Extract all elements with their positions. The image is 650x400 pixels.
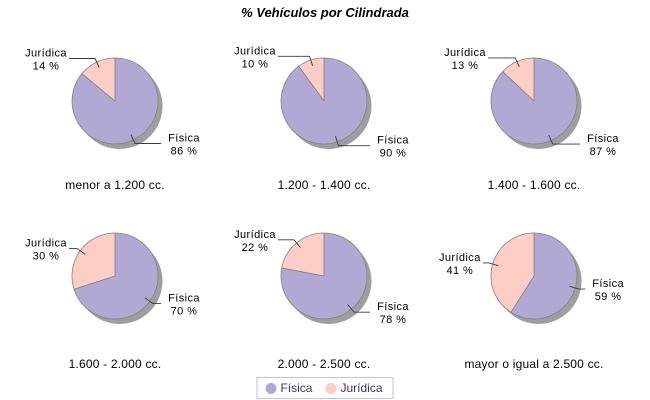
leader-line xyxy=(144,297,161,305)
slice-label: Jurídica xyxy=(25,237,67,249)
leader-line xyxy=(488,57,520,68)
slice-label: Física xyxy=(592,278,624,290)
slice-value: 59 % xyxy=(595,291,622,303)
slice-label: Jurídica xyxy=(234,229,276,241)
leader-line xyxy=(569,285,586,290)
slice-value: 22 % xyxy=(242,242,269,254)
fisica-swatch-icon xyxy=(265,382,277,394)
slice-value: 86 % xyxy=(171,146,198,158)
slice-label: Jurídica xyxy=(439,252,481,264)
slice-label: Física xyxy=(168,133,200,145)
legend-label: Jurídica xyxy=(340,381,383,395)
leader-line xyxy=(482,262,499,267)
slice-value: 30 % xyxy=(33,250,60,262)
slice-label: Jurídica xyxy=(444,47,486,59)
slice-value: 78 % xyxy=(380,314,407,326)
slice-label: Física xyxy=(377,301,409,313)
slice-value: 87 % xyxy=(590,146,617,158)
pie-caption: 1.200 - 1.400 cc. xyxy=(277,178,371,192)
pie-caption: 1.600 - 2.000 cc. xyxy=(68,357,162,371)
leader-line xyxy=(278,239,301,248)
slice-value: 10 % xyxy=(242,58,269,70)
leader-line xyxy=(130,134,161,144)
slice-label: Física xyxy=(377,135,409,147)
slice-label: Jurídica xyxy=(25,48,67,60)
slice-value: 41 % xyxy=(447,265,474,277)
slice-value: 70 % xyxy=(171,306,198,318)
chart-title: % Vehículos por Cilindrada xyxy=(241,5,409,20)
leader-line xyxy=(347,304,370,313)
slice-value: 13 % xyxy=(452,60,479,72)
juridica-swatch-icon xyxy=(325,382,337,394)
leader-line xyxy=(278,55,314,66)
slice-label: Física xyxy=(587,133,619,145)
leader-line xyxy=(69,58,100,68)
pie-caption: 2.000 - 2.500 cc. xyxy=(277,357,371,371)
leader-line xyxy=(548,134,580,145)
leader-line xyxy=(334,136,370,147)
pie-caption: menor a 1.200 cc. xyxy=(65,178,165,192)
pie-caption: 1.400 - 1.600 cc. xyxy=(487,178,581,192)
slice-value: 14 % xyxy=(33,61,60,73)
slice-label: Jurídica xyxy=(234,45,276,57)
slice-value: 90 % xyxy=(380,148,407,160)
legend: Física Jurídica xyxy=(256,377,394,399)
slice-label: Física xyxy=(168,293,200,305)
legend-item-juridica: Jurídica xyxy=(325,381,383,395)
legend-item-fisica: Física xyxy=(265,381,312,395)
pie-caption: mayor o igual a 2.500 cc. xyxy=(464,357,604,371)
legend-label: Física xyxy=(280,381,313,395)
leader-line xyxy=(69,247,86,255)
